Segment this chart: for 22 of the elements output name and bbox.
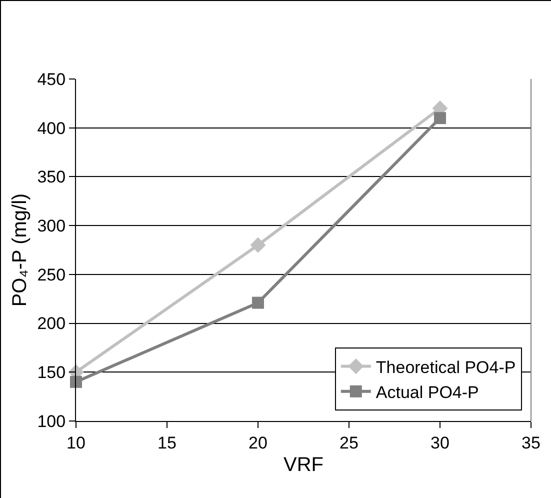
x-tick-label: 30 — [430, 433, 450, 452]
x-tick-label: 25 — [340, 433, 358, 452]
point — [434, 112, 446, 124]
y-tick-label: 100 — [37, 412, 66, 431]
x-axis-title: VRF — [284, 454, 324, 476]
point — [252, 296, 264, 309]
y-tick-label: 400 — [37, 118, 66, 138]
y-tick-label: 250 — [37, 265, 66, 284]
x-tick-label: 15 — [158, 433, 176, 452]
y-tick-label: 300 — [37, 216, 66, 236]
y-axis-title: PO₄-P (mg/l) — [9, 193, 31, 307]
y-tick-label: 350 — [37, 168, 66, 187]
x-tick-label: 10 — [66, 433, 86, 452]
point — [70, 376, 82, 388]
legend-label: Theoretical PO4-P — [376, 358, 516, 377]
x-tick-label: 35 — [522, 433, 540, 452]
y-tick-label: 450 — [37, 70, 66, 89]
legend-label: Actual PO4-P — [376, 383, 479, 402]
y-tick-label: 150 — [37, 363, 66, 382]
x-tick-label: 20 — [248, 433, 268, 452]
y-tick-label: 200 — [37, 314, 66, 334]
point — [250, 237, 266, 253]
